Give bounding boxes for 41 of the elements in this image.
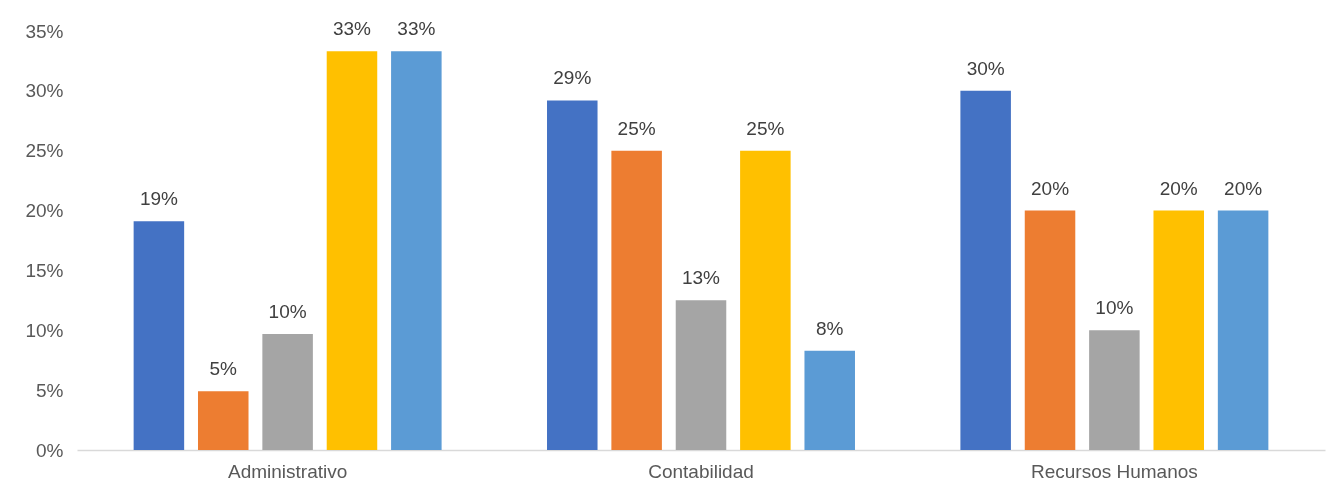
bar [675, 300, 727, 450]
data-label: 33% [332, 18, 372, 40]
bar [391, 51, 442, 450]
y-tick-label: 30% [25, 80, 64, 102]
data-label: 13% [681, 267, 721, 289]
y-tick-label: 20% [25, 200, 64, 222]
data-label: 25% [617, 117, 656, 139]
bar [262, 333, 313, 450]
bar [1217, 210, 1269, 450]
bar [133, 221, 185, 450]
data-label: 10% [1095, 297, 1134, 319]
data-label: 8% [815, 317, 844, 339]
x-tick-label: Administrativo [227, 460, 348, 482]
data-label: 25% [746, 117, 785, 139]
bar [804, 350, 855, 450]
y-tick-label: 15% [25, 259, 64, 281]
data-label: 33% [397, 18, 436, 40]
y-tick-label: 0% [36, 439, 64, 461]
bar [547, 100, 598, 450]
data-label: 29% [553, 67, 592, 89]
bar [960, 90, 1011, 450]
data-label: 20% [1224, 177, 1263, 199]
data-label: 20% [1159, 177, 1198, 199]
data-label: 30% [966, 57, 1005, 79]
bar [1153, 210, 1205, 450]
bar [1024, 210, 1076, 450]
y-tick-label: 10% [25, 319, 64, 341]
data-label: 20% [1031, 177, 1070, 199]
x-tick-label: Recursos Humanos [1030, 460, 1198, 482]
data-label: 10% [268, 300, 307, 322]
y-tick-label: 25% [25, 140, 64, 162]
bar [1089, 330, 1140, 450]
data-label: 5% [209, 358, 238, 380]
bar [740, 150, 791, 450]
bar [611, 150, 662, 450]
x-tick-label: Contabilidad [648, 460, 754, 482]
bar [197, 391, 249, 450]
y-tick-label: 5% [36, 379, 64, 401]
bar [326, 51, 378, 450]
data-label: 19% [139, 188, 179, 210]
y-tick-label: 35% [25, 20, 64, 42]
